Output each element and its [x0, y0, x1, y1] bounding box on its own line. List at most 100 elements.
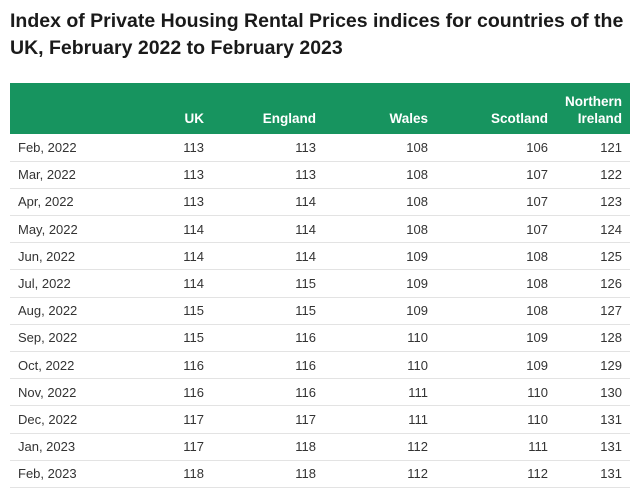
cell-england: 118	[295, 466, 316, 482]
cell-england: 117	[295, 411, 316, 427]
cell-northern-ireland: 127	[600, 303, 622, 319]
cell-uk: 115	[183, 303, 204, 319]
cell-uk: 116	[183, 357, 204, 373]
cell-wales: 109	[406, 276, 428, 292]
cell-wales: 112	[407, 439, 428, 455]
cell-month: Jan, 2023	[18, 439, 76, 455]
cell-england: 113	[295, 139, 316, 155]
cell-northern-ireland: 121	[600, 139, 622, 155]
cell-wales: 109	[406, 248, 428, 264]
table-row: Feb, 2023 118 118 112 112 131	[10, 460, 630, 488]
table-row: May, 2022 114 114 108 107 124	[10, 216, 630, 243]
cell-month: Nov, 2022	[18, 384, 77, 400]
cell-wales: 108	[406, 221, 428, 237]
data-table: UK England Wales Scotland Northern Irela…	[10, 83, 630, 488]
table-header-row: UK England Wales Scotland Northern Irela…	[10, 83, 630, 134]
cell-northern-ireland: 129	[600, 357, 622, 373]
cell-northern-ireland: 126	[600, 276, 622, 292]
cell-uk: 117	[183, 439, 204, 455]
cell-england: 116	[295, 330, 316, 346]
cell-wales: 111	[408, 384, 428, 400]
table-body: Feb, 2022 113 113 108 106 121 Mar, 2022 113 113 1…	[10, 134, 630, 488]
table-row: Dec, 2022 117 117 111 110 131	[10, 406, 630, 434]
cell-wales: 110	[407, 330, 428, 346]
cell-scotland: 110	[527, 411, 548, 427]
table-row: Mar, 2022 113 113 108 107 122	[10, 161, 630, 189]
cell-northern-ireland: 128	[600, 330, 622, 346]
table-row: Feb, 2022 113 113 108 106 121	[10, 134, 630, 162]
cell-england: 115	[295, 303, 316, 319]
cell-scotland: 108	[526, 248, 548, 264]
cell-uk: 114	[183, 221, 204, 237]
table-row: Aug, 2022 115 115 109 108 127	[10, 297, 630, 325]
cell-month: Aug, 2022	[18, 303, 78, 319]
cell-wales: 110	[407, 357, 428, 373]
table-row: Sep, 2022 115 116 110 109 128	[10, 324, 630, 352]
cell-uk: 113	[183, 167, 204, 183]
chart-title: Index of Private Housing Rental Prices i…	[10, 10, 624, 59]
cell-northern-ireland: 131	[600, 466, 622, 482]
cell-month: Mar, 2022	[18, 167, 76, 183]
cell-scotland: 108	[526, 276, 548, 292]
cell-month: Apr, 2022	[18, 194, 74, 210]
cell-northern-ireland: 131	[600, 439, 622, 455]
cell-wales: 111	[408, 411, 428, 427]
table-row: Nov, 2022 116 116 111 110 130	[10, 379, 630, 406]
cell-england: 113	[295, 167, 316, 183]
cell-england: 114	[295, 194, 316, 210]
cell-scotland: 111	[528, 439, 548, 455]
cell-month: May, 2022	[18, 221, 78, 237]
cell-uk: 117	[183, 411, 204, 427]
cell-scotland: 109	[526, 330, 548, 346]
cell-month: Oct, 2022	[18, 357, 75, 373]
table-row: Apr, 2022 113 114 108 107 123	[10, 188, 630, 216]
cell-northern-ireland: 131	[600, 411, 622, 427]
cell-england: 115	[295, 276, 316, 292]
cell-northern-ireland: 130	[600, 384, 622, 400]
cell-england: 114	[295, 221, 316, 237]
cell-scotland: 109	[526, 357, 548, 373]
header-england: England	[262, 111, 316, 126]
cell-month: Jun, 2022	[18, 248, 76, 264]
cell-england: 114	[295, 248, 316, 264]
cell-scotland: 107	[526, 167, 548, 183]
header-wales: Wales	[389, 111, 428, 126]
cell-month: Feb, 2023	[18, 466, 77, 482]
cell-scotland: 107	[526, 221, 548, 237]
cell-month: Dec, 2022	[18, 411, 78, 427]
cell-month: Sep, 2022	[18, 330, 78, 346]
cell-scotland: 106	[526, 139, 548, 155]
cell-england: 118	[295, 439, 316, 455]
table-row: Jul, 2022 114 115 109 108 126	[10, 270, 630, 298]
cell-uk: 115	[183, 330, 204, 346]
cell-scotland: 110	[527, 384, 548, 400]
cell-england: 116	[295, 384, 316, 400]
cell-scotland: 107	[526, 194, 548, 210]
cell-scotland: 112	[527, 466, 548, 482]
table-row: Oct, 2022 116 116 110 109 129	[10, 352, 630, 379]
header-northern-ireland: Northern Ireland	[565, 94, 622, 126]
cell-wales: 108	[406, 167, 428, 183]
cell-wales: 108	[406, 194, 428, 210]
header-uk: UK	[184, 111, 205, 126]
header-month	[10, 83, 118, 134]
cell-northern-ireland: 124	[600, 221, 622, 237]
cell-england: 116	[295, 357, 316, 373]
cell-wales: 108	[406, 139, 428, 155]
cell-month: Jul, 2022	[18, 276, 71, 292]
cell-wales: 109	[406, 303, 428, 319]
cell-northern-ireland: 123	[600, 194, 622, 210]
cell-uk: 114	[183, 248, 204, 264]
cell-uk: 113	[183, 194, 204, 210]
cell-month: Feb, 2022	[18, 139, 77, 155]
cell-uk: 114	[183, 276, 204, 292]
cell-wales: 112	[407, 466, 428, 482]
cell-uk: 116	[183, 384, 204, 400]
table-row: Jan, 2023 117 118 112 111 131	[10, 433, 630, 461]
cell-uk: 118	[183, 466, 204, 482]
table-row: Jun, 2022 114 114 109 108 125	[10, 243, 630, 270]
cell-northern-ireland: 122	[600, 167, 622, 183]
cell-scotland: 108	[526, 303, 548, 319]
cell-uk: 113	[183, 139, 204, 155]
